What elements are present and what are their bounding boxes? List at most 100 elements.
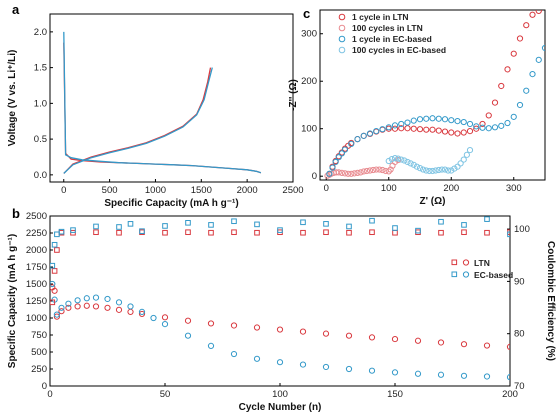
x-tick-label: 0	[324, 183, 329, 194]
x-tick-label: 100	[381, 183, 397, 194]
data-point	[415, 227, 421, 234]
data-point	[338, 169, 345, 176]
panel-b-plot	[50, 216, 510, 381]
data-point	[535, 56, 542, 63]
data-point	[379, 166, 386, 174]
data-point	[54, 231, 60, 238]
data-point	[420, 166, 427, 173]
data-point	[366, 130, 374, 137]
data-point	[454, 163, 461, 170]
data-point	[116, 224, 122, 230]
series-line	[63, 31, 262, 174]
y-right-tick-label: 90	[514, 276, 525, 287]
y-tick-label: 300	[301, 29, 317, 40]
data-point	[207, 342, 215, 349]
data-point	[423, 126, 430, 133]
data-point	[83, 295, 90, 302]
series-line	[63, 67, 213, 174]
x-tick-label: 500	[102, 185, 118, 196]
data-point	[348, 170, 355, 177]
data-point	[466, 127, 474, 135]
data-point	[335, 154, 342, 161]
data-point	[116, 229, 122, 236]
legend-marker	[338, 13, 346, 21]
data-point	[58, 308, 65, 315]
data-point	[92, 294, 100, 301]
y-right-axis-label: Coulombic Efficiency (%)	[545, 241, 556, 361]
x-tick-label: 300	[506, 183, 522, 194]
data-point	[448, 117, 455, 124]
data-point	[460, 156, 467, 163]
data-point	[50, 299, 56, 306]
y-tick-label: 100	[301, 124, 317, 135]
panel-label-b: b	[12, 206, 20, 221]
data-point	[414, 370, 422, 377]
data-point	[373, 127, 380, 135]
data-point	[276, 326, 284, 333]
data-point	[231, 229, 237, 236]
y-axis-label: -Z'' (Ω)	[288, 79, 299, 111]
data-point	[392, 229, 398, 236]
legend-entry: EC-based	[474, 270, 513, 280]
panel-c-frame	[319, 9, 546, 181]
data-point	[379, 126, 386, 133]
data-point	[404, 158, 411, 166]
data-point	[410, 125, 417, 132]
x-tick-label: 0	[61, 185, 66, 196]
data-point	[366, 167, 374, 174]
data-point	[479, 124, 486, 131]
data-point	[441, 128, 449, 135]
x-axis-label: Cycle Number (n)	[239, 402, 322, 413]
data-point	[276, 359, 284, 366]
data-point	[423, 115, 430, 122]
panel-label-a: a	[12, 2, 20, 17]
data-point	[368, 367, 376, 374]
data-point	[506, 374, 510, 381]
data-point	[404, 125, 411, 132]
data-point	[138, 310, 146, 318]
data-point	[322, 330, 330, 337]
data-point	[373, 166, 380, 173]
data-point	[74, 303, 81, 310]
series-line	[63, 42, 262, 174]
data-point	[441, 166, 449, 173]
data-point	[58, 304, 65, 311]
data-point	[184, 332, 192, 339]
data-point	[345, 365, 353, 373]
y-tick-label: 500	[31, 347, 47, 358]
panel-b-frame	[49, 215, 511, 387]
x-tick-label: 200	[502, 389, 518, 400]
data-point	[230, 322, 238, 329]
data-point	[83, 302, 90, 309]
data-point	[208, 229, 214, 236]
data-point	[162, 223, 168, 229]
data-point	[360, 168, 367, 175]
data-point	[329, 164, 336, 171]
y-tick-label: 2000	[26, 245, 47, 256]
legend-entry: 100 cycles in EC-based	[352, 45, 446, 55]
data-point	[491, 124, 499, 131]
data-point	[435, 127, 442, 134]
data-point	[414, 337, 422, 344]
data-point	[92, 303, 100, 310]
data-point	[115, 299, 123, 306]
data-point	[516, 101, 524, 109]
legend-entry: LTN	[474, 258, 490, 268]
y-tick-label: 1.0	[34, 98, 47, 109]
data-point	[254, 221, 260, 228]
data-point	[491, 99, 499, 106]
data-point	[277, 227, 283, 233]
data-point	[385, 124, 392, 131]
data-point	[395, 155, 402, 162]
data-point	[529, 71, 536, 78]
data-point	[346, 229, 352, 236]
data-point	[391, 369, 399, 376]
data-point	[348, 140, 355, 148]
data-point	[93, 223, 99, 230]
data-point	[445, 167, 452, 174]
data-point	[360, 132, 367, 139]
x-axis-label: Specific Capacity (mA h g⁻¹)	[104, 198, 238, 209]
data-point	[410, 117, 417, 124]
data-point	[466, 146, 474, 154]
